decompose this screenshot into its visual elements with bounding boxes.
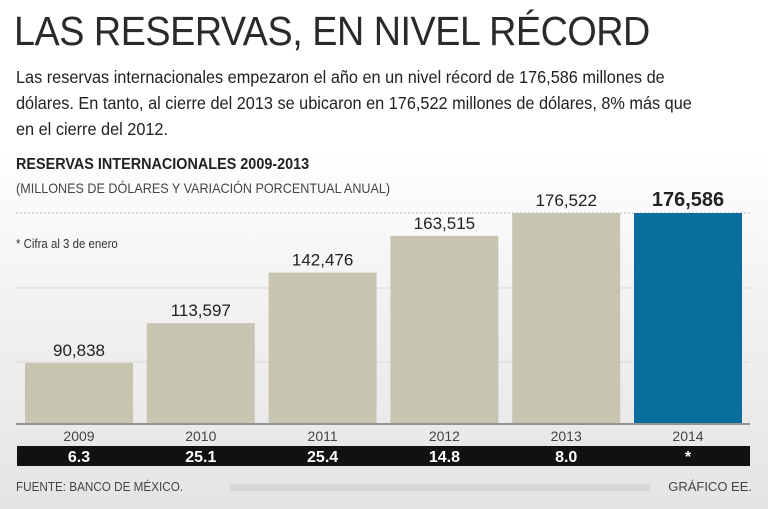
source-text: FUENTE: BANCO DE MÉXICO. — [16, 479, 184, 494]
year-label: 2014 — [672, 428, 703, 444]
value-label: 163,515 — [414, 214, 475, 233]
bar-2012 — [390, 235, 499, 423]
variation-label: 6.3 — [68, 449, 90, 466]
page-title: LAS RESERVAS, EN NIVEL RÉCORD — [14, 8, 650, 54]
year-label: 2012 — [429, 428, 460, 444]
bar-2014 — [634, 213, 742, 423]
variation-label: 25.1 — [185, 449, 216, 466]
year-label: 2010 — [185, 428, 216, 444]
bar-2009 — [25, 362, 133, 423]
credit-text: GRÁFICO EE. — [668, 479, 752, 494]
value-label: 142,476 — [292, 251, 353, 270]
divider — [230, 484, 650, 491]
chart-subtitle: (MILLONES DE DÓLARES Y VARIACIÓN PORCENT… — [16, 180, 391, 196]
intro-text: Las reservas internacionales empezaron e… — [16, 67, 692, 139]
bar-2011 — [268, 272, 377, 423]
bar-2013 — [512, 213, 621, 423]
variation-label: * — [685, 449, 692, 466]
variation-label: 14.8 — [429, 449, 460, 466]
year-label: 2011 — [308, 428, 338, 444]
chart-title: RESERVAS INTERNACIONALES 2009-2013 — [16, 156, 310, 173]
variation-label: 25.4 — [307, 449, 338, 466]
variation-band — [17, 446, 750, 466]
variation-label: 8.0 — [555, 449, 577, 466]
footnote: * Cifra al 3 de enero — [16, 236, 118, 251]
value-label: 90,838 — [53, 341, 105, 360]
value-label: 113,597 — [171, 301, 231, 320]
year-label: 2013 — [551, 428, 582, 444]
value-label: 176,522 — [535, 191, 596, 210]
bar-2010 — [146, 323, 255, 423]
year-label: 2009 — [63, 428, 94, 444]
value-label: 176,586 — [652, 189, 724, 211]
